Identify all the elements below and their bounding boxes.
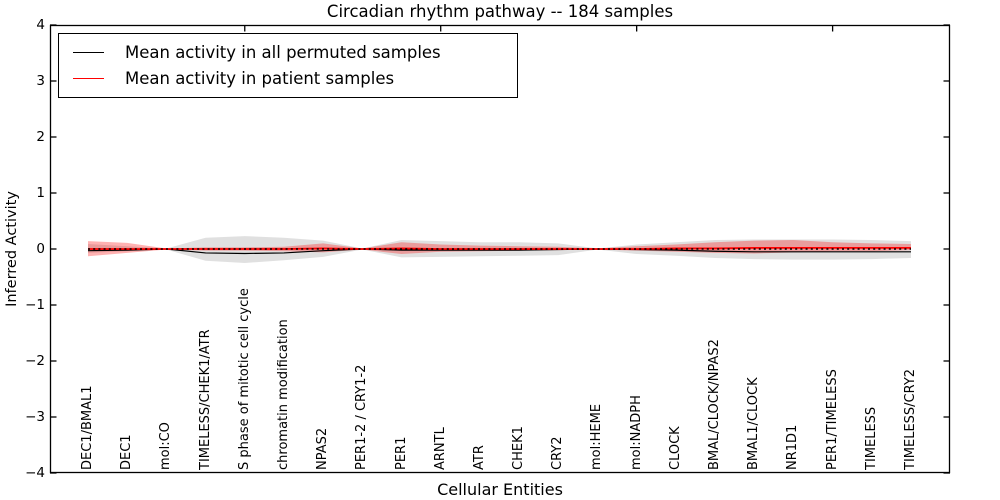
x-tick-label: DEC1/BMAL1 [80, 385, 95, 471]
chart-title: Circadian rhythm pathway -- 184 samples [326, 2, 674, 21]
x-tick-label: TIMELESS [863, 406, 879, 470]
x-tick-label: ATR [471, 445, 487, 470]
x-tick-label: DEC1 [119, 434, 135, 470]
legend-entry-patient: Mean activity in patient samples [73, 66, 507, 92]
x-tick-label: CRY2 [550, 436, 566, 471]
legend-entry-permuted: Mean activity in all permuted samples [73, 40, 507, 66]
y-tick-label: −4 [25, 465, 45, 481]
y-tick-label: −3 [25, 409, 45, 425]
x-tick-label: BMAL/CLOCK/NPAS2 [707, 339, 723, 470]
x-tick-label: mol:NADPH [628, 395, 644, 470]
x-tick-label: NR1D1 [785, 424, 801, 470]
y-tick-label: 0 [36, 241, 45, 257]
legend-label: Mean activity in patient samples [125, 68, 395, 88]
x-axis-label: Cellular Entities [437, 480, 563, 499]
x-tick-label: CHEK1 [511, 426, 527, 470]
x-tick-label: chromatin modification [275, 319, 291, 470]
x-tick-label: mol:HEME [589, 403, 605, 470]
x-tick-label: TIMELESS/CHEK1/ATR [197, 329, 213, 470]
y-tick-label: 2 [36, 129, 45, 145]
y-tick-label: 4 [36, 17, 45, 33]
series-line-0 [87, 248, 911, 255]
x-tick-label: BMAL1/CLOCK [746, 377, 762, 470]
x-tick-label: PER1-2 / CRY1-2 [354, 364, 370, 470]
x-tick-label: TIMELESS/CRY2 [902, 368, 918, 470]
y-tick-label: 1 [36, 185, 45, 201]
y-tick-label: −2 [25, 353, 45, 369]
x-tick-label: CLOCK [667, 426, 683, 470]
x-tick-label: mol:CO [158, 422, 174, 470]
legend-line-sample-red [73, 77, 104, 79]
y-tick-label: −1 [25, 297, 45, 313]
x-tick-label: PER1 [393, 436, 409, 470]
y-tick-label: 3 [36, 73, 45, 89]
x-tick-label: ARNTL [432, 427, 448, 470]
x-tick-label: NPAS2 [315, 427, 331, 470]
legend-label: Mean activity in all permuted samples [125, 43, 441, 63]
x-tick-label: S phase of mitotic cell cycle [236, 288, 252, 470]
legend: Mean activity in all permuted samples Me… [58, 33, 518, 98]
x-tick-label: PER1/TIMELESS [824, 369, 840, 470]
legend-line-sample-black [73, 52, 104, 54]
